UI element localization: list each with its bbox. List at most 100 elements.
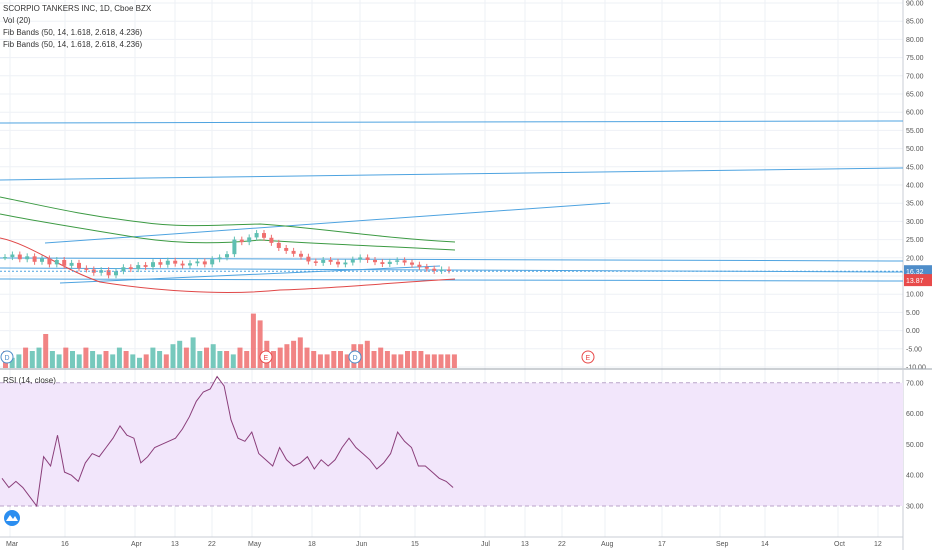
- price-tick-label: 75.00: [906, 55, 924, 62]
- volume-bar: [237, 347, 243, 368]
- price-tick-label: -5.00: [906, 346, 922, 353]
- candle-body: [17, 254, 22, 260]
- volume-bar: [43, 334, 49, 368]
- event-badge-2: [348, 350, 362, 364]
- volume-bar: [338, 351, 343, 368]
- trend-line-6: [0, 278, 904, 282]
- candle-body: [306, 256, 311, 262]
- candle-body: [336, 261, 340, 265]
- candle-body: [225, 254, 229, 258]
- price-tick-label: 0.00: [906, 328, 920, 335]
- last-price-label: 16.32: [906, 269, 924, 276]
- candle-body: [128, 267, 133, 270]
- rsi-legend[interactable]: RSI (14, close): [3, 376, 56, 385]
- price-tick-label: 50.00: [906, 146, 924, 153]
- volume-bar: [150, 347, 156, 368]
- candle-body: [239, 239, 244, 243]
- volume-bar: [230, 354, 236, 368]
- candle-body: [158, 262, 163, 265]
- volume-bar: [137, 357, 142, 368]
- marker-price-tag: [904, 274, 932, 287]
- price-tick-label: -10.00: [906, 365, 926, 372]
- candle-body: [10, 254, 15, 258]
- volume-bar: [304, 347, 310, 368]
- candle-body: [188, 263, 192, 266]
- volume-bar: [116, 347, 122, 368]
- volume-bar: [431, 354, 437, 368]
- volume-legend[interactable]: Vol (20): [3, 16, 31, 25]
- symbol-legend[interactable]: SCORPIO TANKERS INC, 1D, Cboe BZX: [3, 4, 152, 13]
- volume-bar: [83, 347, 89, 368]
- candle-body: [54, 259, 59, 265]
- volume-bar: [331, 351, 337, 368]
- fib-bands-legend-1[interactable]: Fib Bands (50, 14, 1.618, 2.618, 4.236): [3, 28, 143, 37]
- volume-bar: [29, 351, 35, 368]
- volume-bar: [110, 354, 116, 368]
- volume-bar: [224, 351, 230, 368]
- fib-bands-legend-2[interactable]: Fib Bands (50, 14, 1.618, 2.618, 4.236): [3, 40, 143, 49]
- candle-body: [217, 257, 222, 260]
- price-tick-label: 80.00: [906, 37, 924, 44]
- volume-bar: [183, 347, 189, 368]
- fib-band-mid: [0, 213, 456, 251]
- time-tick-label: 14: [761, 541, 769, 548]
- candle-body: [328, 259, 333, 262]
- candle-body: [410, 262, 414, 265]
- candle-body: [40, 258, 44, 262]
- trend-line-5: [59, 265, 441, 284]
- price-tick-label: 45.00: [906, 164, 924, 171]
- volume-bar: [271, 351, 276, 368]
- price-tick-label: 40.00: [906, 183, 924, 190]
- volume-bar: [344, 354, 350, 368]
- candle-body: [69, 262, 74, 266]
- candle-body: [291, 250, 296, 254]
- volume-bar: [130, 354, 136, 368]
- time-tick-label: 17: [658, 541, 666, 548]
- candle-body: [77, 262, 81, 269]
- candle-body: [313, 261, 318, 263]
- volume-bar: [405, 351, 410, 368]
- price-tick-label: 55.00: [906, 128, 924, 135]
- volume-bar: [190, 337, 196, 368]
- candle-body: [114, 271, 118, 276]
- candle-body: [247, 237, 252, 243]
- candle-body: [32, 256, 37, 262]
- price-tick-label: 70.00: [906, 73, 924, 80]
- price-tick-label: 60.00: [906, 110, 924, 117]
- volume-bar: [170, 344, 176, 368]
- candle-body: [276, 242, 281, 248]
- volume-bar: [23, 347, 29, 368]
- volume-bar: [76, 354, 82, 368]
- candle-body: [432, 268, 437, 271]
- candle-body: [321, 259, 326, 263]
- price-tick-label: 35.00: [906, 201, 924, 208]
- event-badge-3: [581, 350, 595, 364]
- volume-bar: [384, 351, 390, 368]
- time-tick-label: Sep: [716, 541, 729, 548]
- price-tick-label: 5.00: [906, 310, 920, 317]
- price-tick-label: 65.00: [906, 92, 924, 99]
- candle-body: [3, 257, 7, 259]
- volume-bar: [284, 344, 290, 368]
- price-tick-label: 30.00: [906, 219, 924, 226]
- candle-body: [232, 239, 237, 255]
- candle-body: [380, 262, 385, 264]
- marker-price-label: 13.87: [906, 278, 924, 285]
- volume-bar: [277, 347, 283, 368]
- trend-line-1: [0, 167, 904, 181]
- candle-body: [143, 265, 148, 267]
- event-badge-label: E: [264, 355, 269, 362]
- volume-bar: [210, 344, 216, 368]
- volume-bar: [438, 354, 444, 368]
- candle-body: [254, 233, 259, 238]
- event-badge-label: D: [353, 355, 358, 362]
- volume-bar: [297, 337, 303, 368]
- rsi-tick-label: 30.00: [906, 504, 924, 511]
- price-tick-label: 85.00: [906, 19, 924, 26]
- volume-bar: [244, 351, 250, 368]
- time-tick-label: May: [248, 541, 262, 548]
- candle-body: [136, 265, 141, 270]
- candle-body: [121, 267, 126, 272]
- candle-body: [47, 258, 52, 265]
